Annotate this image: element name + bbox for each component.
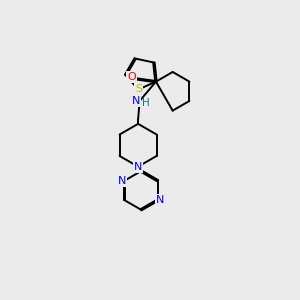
Text: S: S (135, 85, 142, 94)
Text: N: N (156, 195, 164, 205)
Text: O: O (127, 72, 136, 82)
Text: N: N (118, 176, 126, 186)
Text: N: N (134, 162, 142, 172)
Text: H: H (142, 98, 150, 108)
Text: N: N (132, 96, 140, 106)
